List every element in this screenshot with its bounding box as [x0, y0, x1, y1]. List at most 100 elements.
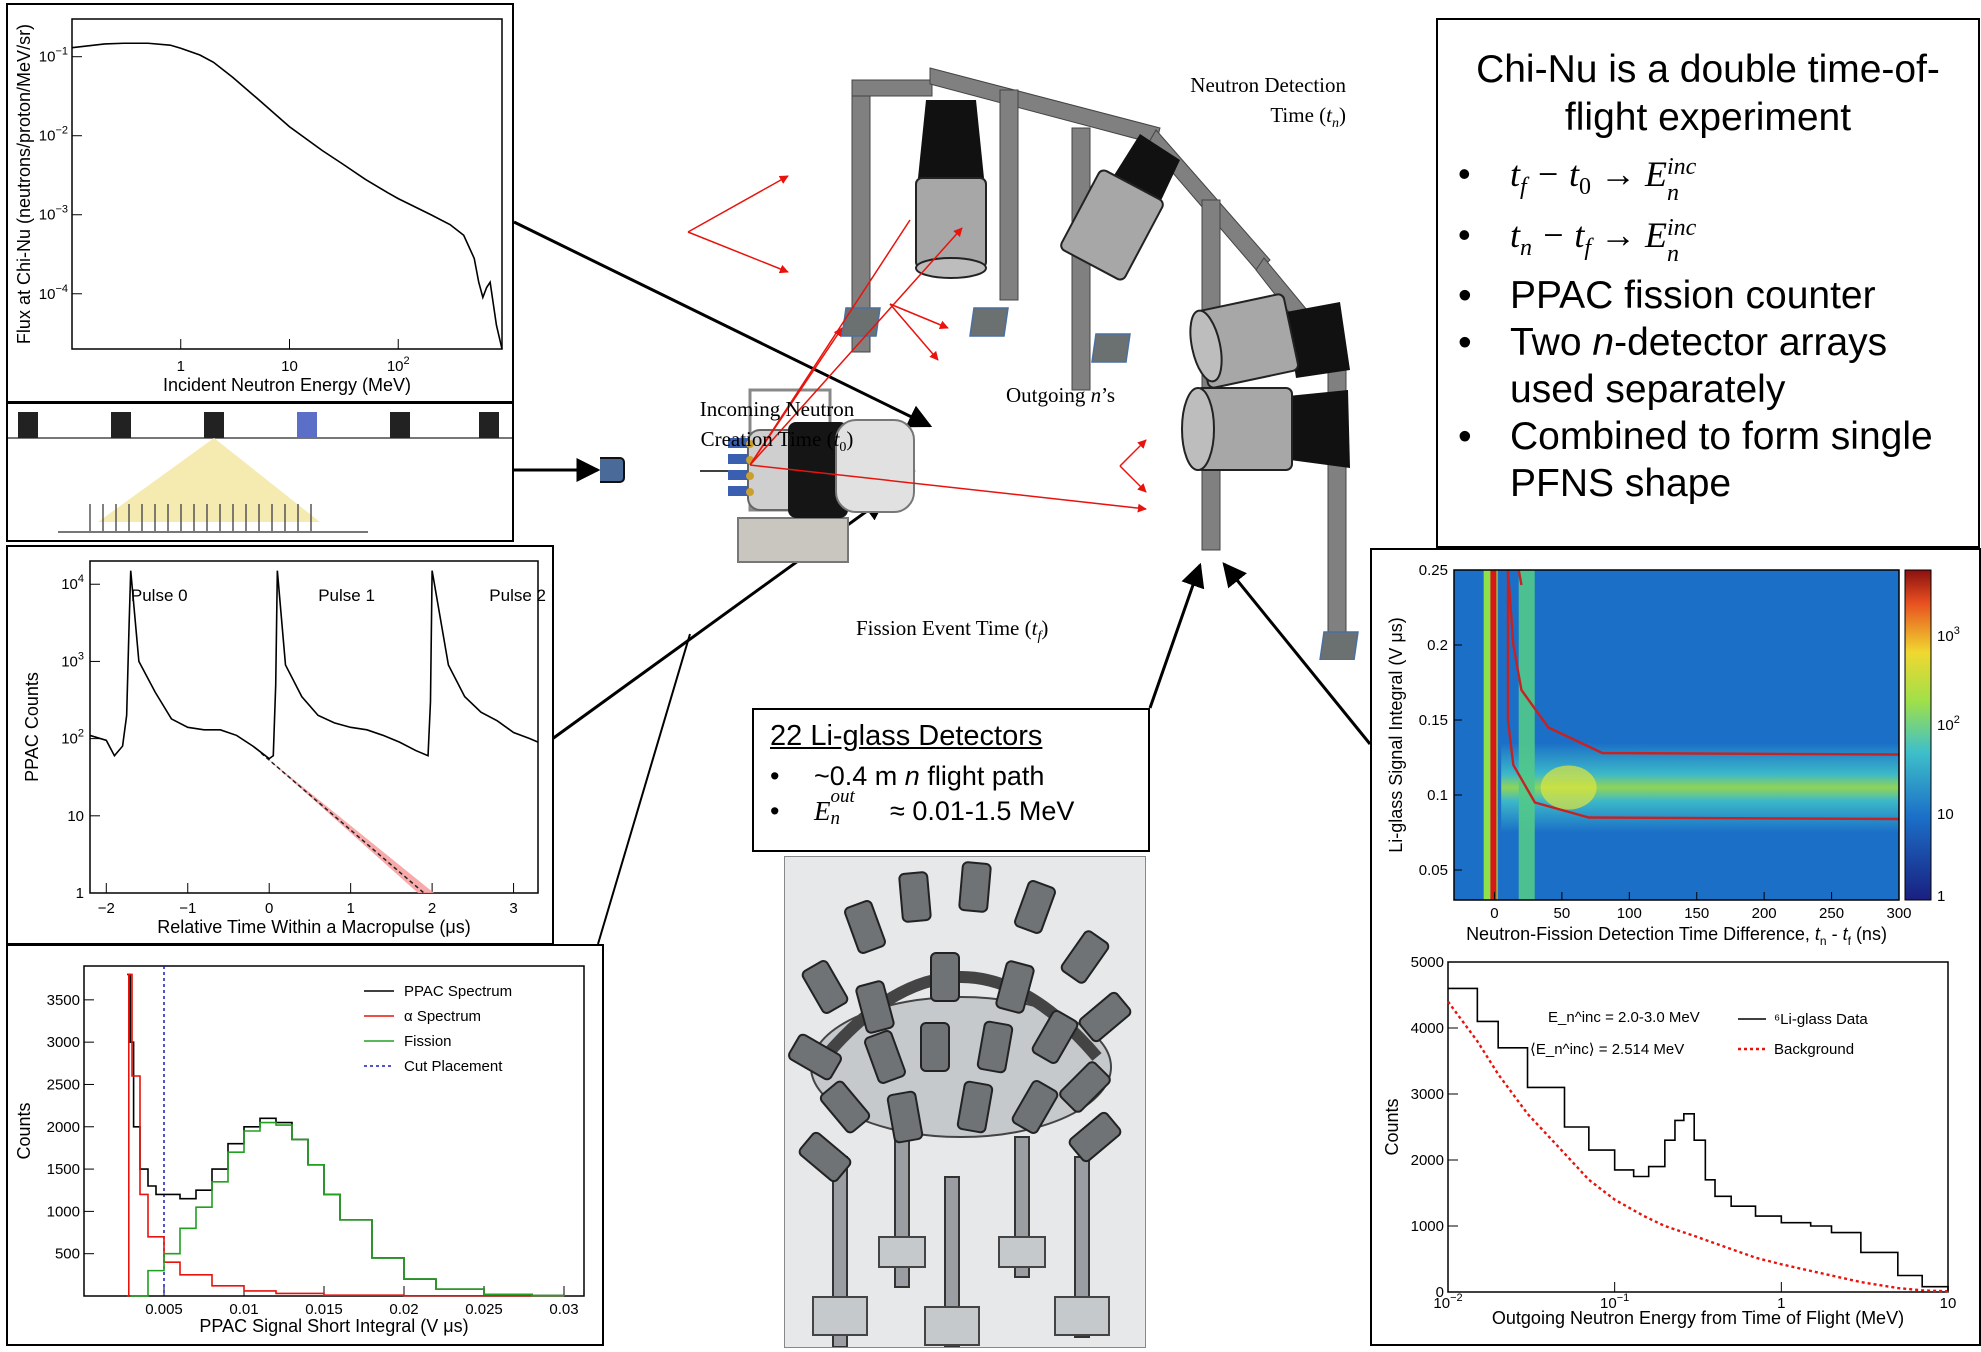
- x-tick-label: 102: [387, 355, 410, 375]
- y-tick-label: 1500: [47, 1161, 80, 1178]
- gantry-foot: [969, 307, 1009, 337]
- tn-sub: n: [1332, 116, 1339, 132]
- y-tick-label: 10: [67, 808, 84, 825]
- gantry-top-beam: [851, 79, 933, 97]
- liglass-detector: [844, 900, 886, 954]
- detector-2: [1060, 134, 1180, 281]
- neutron-source-icon: [600, 457, 625, 483]
- tf-var: t: [1031, 616, 1038, 640]
- arrow-flux-to-target: [513, 220, 933, 428]
- liglass-b2-post: ≈ 0.01-1.5 MeV: [882, 796, 1075, 826]
- arrow-liglass-to-detector: [1148, 562, 1205, 709]
- y-tick-label: 0.15: [1419, 712, 1448, 729]
- x-tick-label: 200: [1752, 905, 1777, 922]
- liglass-detector: [1068, 1111, 1122, 1163]
- gantry-foot: [841, 307, 881, 337]
- legend-label: Cut Placement: [404, 1058, 503, 1075]
- pulse-block: [111, 412, 131, 438]
- liglass-detector: [1078, 991, 1132, 1043]
- legend-label: ⁶Li-glass Data: [1774, 1011, 1868, 1028]
- fit-line: [260, 752, 425, 894]
- fission-chamber: [728, 388, 915, 563]
- heatmap-chart: 0 50 100 150 200 250 300 0.05 0.1 0.15 0.2 0.25 1 10 1…: [1386, 562, 1960, 948]
- plot-frame: [1453, 569, 1900, 901]
- liglass-detector: [956, 1080, 994, 1134]
- y-tick-label: 2000: [47, 1119, 80, 1136]
- tof2-a: t: [1510, 215, 1521, 256]
- y-tick-label: 3500: [47, 992, 80, 1009]
- arrays-pre: Two: [1510, 321, 1593, 365]
- liglass-detector: [930, 952, 960, 1002]
- y-axis-label: Li-glass Signal Integral (V μs): [1386, 617, 1406, 852]
- arrow-heatmap-to-detector: [1222, 562, 1372, 745]
- heatmap-hotspot: [1540, 765, 1597, 810]
- plot-frame: [89, 560, 539, 894]
- bullet-arrays: Two n-detector arrays used separately: [1438, 319, 1978, 413]
- heatmap-panel: 0 50 100 150 200 250 300 0.05 0.1 0.15 0.2 0.25 1 10 1…: [1370, 548, 1981, 1346]
- detector-3: [1189, 293, 1350, 389]
- liglass-detector: [995, 960, 1035, 1014]
- liglass-detector: [1059, 1061, 1111, 1113]
- y-axis-label: Flux at Chi-Nu (neutrons/proton/MeV/sr): [14, 24, 34, 344]
- x-tick-label: 10: [281, 358, 298, 375]
- arrays-n: n: [1592, 321, 1615, 365]
- incoming-line1: Incoming Neutron: [699, 397, 855, 421]
- y-tick-label: 10−4: [39, 283, 68, 303]
- legend-label: α Spectrum: [404, 1008, 481, 1025]
- flight-path: [1119, 439, 1147, 467]
- bullet-ppac: PPAC fission counter: [1438, 272, 1978, 319]
- flight-path: [889, 303, 949, 330]
- annotation-mean: ⟨E_n^inc⟩ = 2.514 MeV: [1530, 1041, 1684, 1058]
- pulse-block: [204, 412, 224, 438]
- pulse-block-highlight: [297, 412, 317, 438]
- x-tick-label: 0.015: [305, 1301, 343, 1318]
- pulse-schematic: [8, 412, 512, 533]
- y-tick-label: 10−2: [39, 125, 68, 145]
- tof1-sup: inc: [1667, 154, 1697, 180]
- liglass-detector: [788, 1033, 842, 1081]
- background-line: [1447, 1000, 1949, 1293]
- liglass-b1-pre: ~0.4 m: [814, 761, 905, 791]
- liglass-detector: [798, 1131, 852, 1183]
- y-axis-label: Counts: [14, 1102, 34, 1159]
- flux-line: [71, 42, 503, 350]
- y-tick-label: 10−1: [39, 46, 68, 66]
- ppac-signal-panel: 0.005 0.01 0.015 0.02 0.025 0.03 500 1000 1500 20…: [6, 944, 604, 1346]
- y-tick-label: 500: [55, 1246, 80, 1263]
- flux-chart: 1 10 102 10−4 10−3 10−2 10−1 Incident Neutron E…: [14, 18, 503, 395]
- y-tick-label: 103: [61, 650, 84, 670]
- x-tick-label: 0.005: [145, 1301, 183, 1318]
- pulse-block: [18, 412, 38, 438]
- y-tick-label: 0.1: [1427, 787, 1448, 804]
- tof1-sub: n: [1667, 180, 1679, 206]
- liglass-detector: [819, 1080, 871, 1134]
- x-axis-label: Outgoing Neutron Energy from Time of Fli…: [1492, 1308, 1904, 1328]
- ppac-time-panel: −2 −1 0 1 2 3 1 10 102 103 104 Pulse 0 Pulse 1 Pulse …: [6, 545, 554, 945]
- tof1-b: t: [1568, 154, 1579, 194]
- detector-4: [1181, 387, 1350, 471]
- x-tick-label: 50: [1554, 905, 1571, 922]
- fit-band: [261, 753, 434, 893]
- liglass-b2-sup: out: [830, 786, 855, 807]
- fission-line: [130, 1121, 565, 1297]
- outgoing-label: Outgoing n’s: [1006, 383, 1115, 408]
- liglass-detector: [801, 960, 849, 1014]
- y-tick-label: 2500: [47, 1076, 80, 1093]
- neutron-detection-line2: Time (: [1270, 103, 1327, 127]
- y-tick-label: 102: [61, 728, 84, 748]
- color-bar-label: 102: [1937, 714, 1960, 734]
- tof1-a-sub: f: [1520, 174, 1527, 201]
- color-bar-label: 103: [1937, 625, 1960, 645]
- liglass-detector: [958, 861, 992, 913]
- legend-label: Fission: [404, 1033, 452, 1050]
- neutron-detection-label: Neutron Detection Time (tn): [1126, 70, 1346, 139]
- x-tick-label: 0.03: [549, 1301, 578, 1318]
- heatmap-column: [1518, 570, 1535, 900]
- pulse-panel: [6, 402, 514, 542]
- fission-event-label: Fission Event Time (tf): [856, 616, 1049, 645]
- color-bar: [1904, 569, 1932, 901]
- liglass-b2-var: E: [814, 796, 831, 826]
